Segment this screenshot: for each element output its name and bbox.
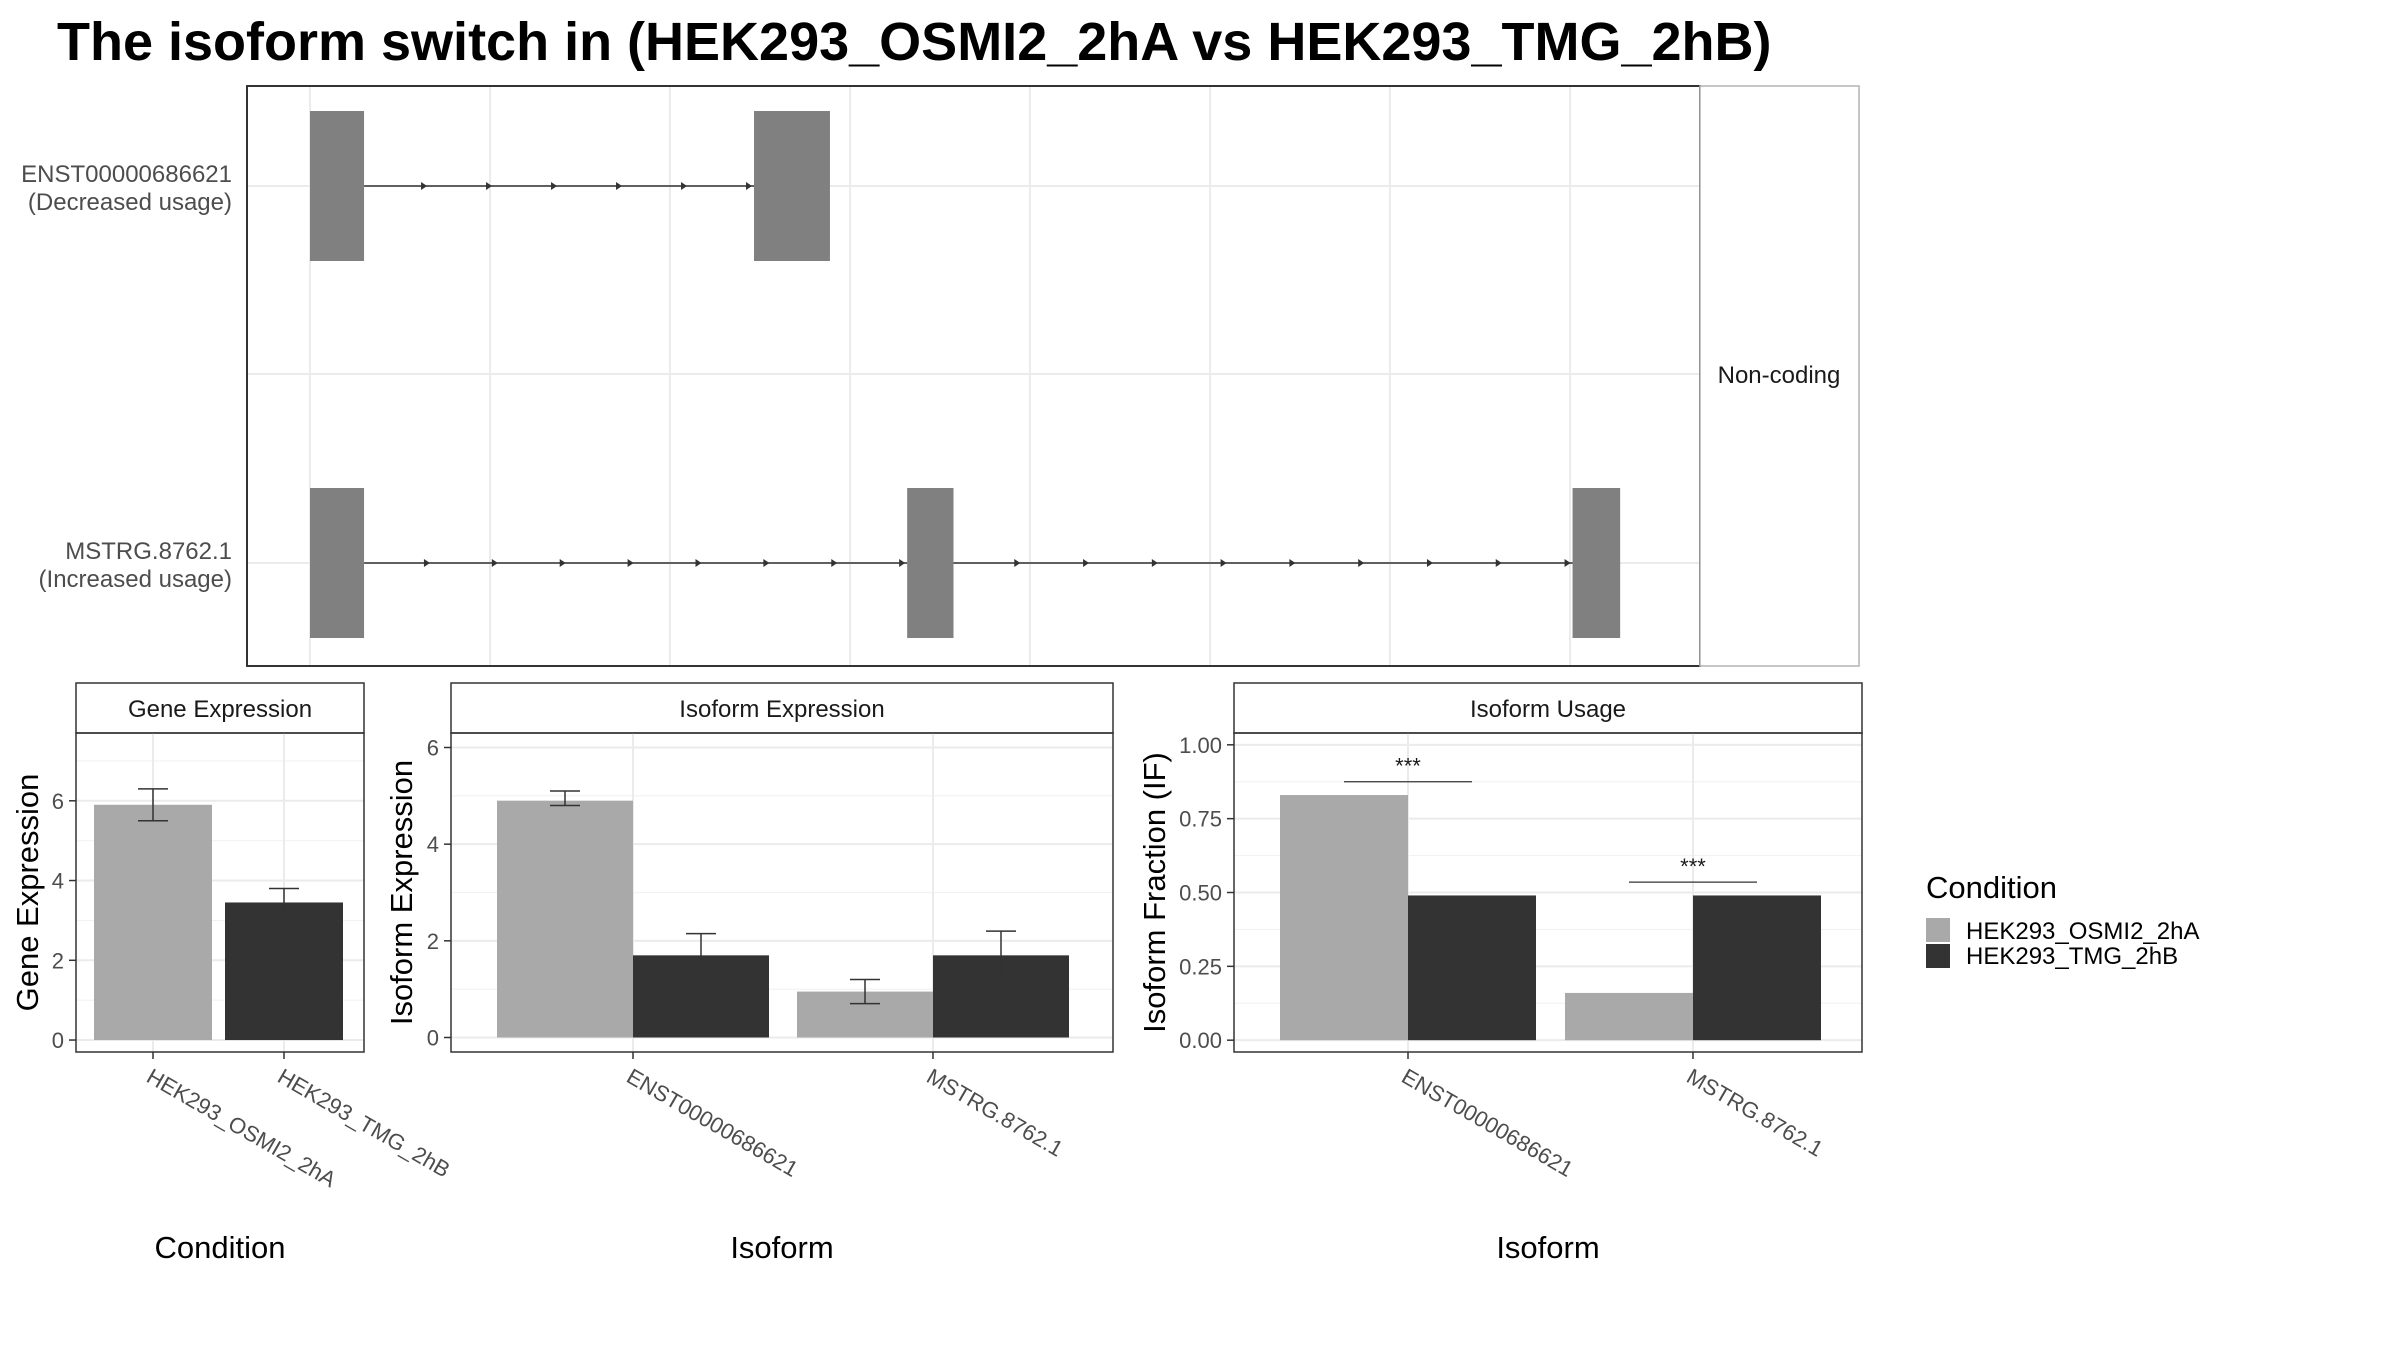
- legend-title: Condition: [1926, 870, 2057, 905]
- intron-direction-arrow: [1426, 559, 1433, 567]
- figure-title: The isoform switch in (HEK293_OSMI2_2hA …: [57, 12, 1771, 72]
- panel-title: Isoform Usage: [1470, 696, 1626, 723]
- y-tick-label: 6: [52, 789, 64, 814]
- legend-swatch: [1926, 944, 1950, 968]
- legend-label: HEK293_TMG_2hB: [1966, 943, 2178, 970]
- panel-strip: [1233, 682, 1863, 734]
- intron-direction-arrow: [627, 559, 634, 567]
- legend: Condition HEK293_OSMI2_2hA HEK293_TMG_2h…: [1926, 870, 2199, 970]
- exon-block: [754, 111, 830, 261]
- bar: [94, 804, 212, 1041]
- bar: [497, 800, 633, 1038]
- transcript-usage-label: (Increased usage): [39, 566, 232, 593]
- panel-border: [75, 732, 365, 1053]
- structure-panel-background: [247, 86, 1700, 666]
- y-tick-label: 4: [52, 869, 64, 894]
- transcript-structure-panel: Non-coding ENST00000686621 (Decreased us…: [21, 85, 1860, 667]
- panel-title: Isoform Expression: [679, 696, 884, 723]
- intron-direction-arrow: [1220, 559, 1227, 567]
- exon-block: [310, 488, 365, 638]
- y-axis-title: Gene Expression: [10, 774, 45, 1012]
- transcript-name-label: ENST00000686621: [21, 161, 232, 188]
- bar-panel: Isoform Expression 0 2 4 6 ENST00000686621 MST…: [384, 682, 1114, 1265]
- intron-direction-arrow: [899, 559, 906, 567]
- intron-direction-arrow: [746, 182, 753, 190]
- x-tick-label: MSTRG.8762.1: [1683, 1064, 1828, 1162]
- intron-direction-arrow: [1358, 559, 1365, 567]
- bar: [1693, 895, 1821, 1041]
- y-tick-label: 4: [427, 832, 439, 857]
- structure-facet-strip: [1699, 85, 1860, 667]
- y-tick-label: 2: [52, 948, 64, 973]
- intron-direction-arrow: [1495, 559, 1502, 567]
- intron-direction-arrow: [423, 559, 430, 567]
- legend-label: HEK293_OSMI2_2hA: [1966, 918, 2199, 945]
- transcript-usage-label: (Decreased usage): [28, 189, 232, 216]
- x-tick-label: ENST00000686621: [1398, 1064, 1578, 1182]
- bar-panel: Isoform Usage *** *** 0.00 0.25 0.50 0.75 1.00 E…: [1137, 682, 1863, 1265]
- y-tick-label: 0.75: [1179, 807, 1222, 832]
- y-tick-label: 2: [427, 929, 439, 954]
- y-tick-label: 6: [427, 736, 439, 761]
- intron-direction-arrow: [1289, 559, 1296, 567]
- significance-label: ***: [1680, 854, 1706, 879]
- intron-direction-arrow: [831, 559, 838, 567]
- exon-block: [907, 488, 954, 638]
- intron-direction-arrow: [486, 182, 493, 190]
- intron-direction-arrow: [1564, 559, 1571, 567]
- y-tick-label: 1.00: [1179, 733, 1222, 758]
- intron-direction-arrow: [559, 559, 566, 567]
- panel-title: Gene Expression: [128, 696, 312, 723]
- x-axis-title: Isoform: [730, 1230, 833, 1265]
- x-tick-label: ENST00000686621: [623, 1064, 803, 1182]
- intron-direction-arrow: [681, 182, 688, 190]
- y-tick-label: 0: [427, 1026, 439, 1051]
- structure-facet-label: Non-coding: [1718, 362, 1841, 389]
- x-tick-label: MSTRG.8762.1: [923, 1064, 1068, 1162]
- bar: [225, 902, 343, 1041]
- x-axis-title: Isoform: [1496, 1230, 1599, 1265]
- intron-direction-arrow: [491, 559, 498, 567]
- transcript-name-label: MSTRG.8762.1: [65, 538, 232, 565]
- structure-transcript-tracks: [310, 111, 1621, 638]
- bar: [1565, 992, 1693, 1041]
- intron-direction-arrow: [1083, 559, 1090, 567]
- intron-direction-arrow: [551, 182, 558, 190]
- intron-direction-arrow: [1014, 559, 1021, 567]
- intron-direction-arrow: [616, 182, 623, 190]
- panel-border: [450, 732, 1114, 1053]
- legend-swatch: [1926, 918, 1950, 942]
- y-tick-label: 0.25: [1179, 954, 1222, 979]
- y-axis-title: Isoform Fraction (IF): [1137, 752, 1172, 1033]
- bar-panels: Gene Expression0246HEK293_OSMI2_2hAHEK29…: [10, 682, 1863, 1265]
- y-tick-label: 0.50: [1179, 881, 1222, 906]
- y-axis-title: Isoform Expression: [384, 760, 419, 1025]
- bar: [1408, 895, 1536, 1041]
- exon-block: [310, 111, 365, 261]
- significance-label: ***: [1395, 754, 1421, 779]
- intron-direction-arrow: [1151, 559, 1158, 567]
- y-tick-label: 0: [52, 1028, 64, 1053]
- intron-direction-arrow: [695, 559, 702, 567]
- intron-direction-arrow: [763, 559, 770, 567]
- exon-block: [1572, 488, 1621, 638]
- bar: [1280, 795, 1408, 1041]
- intron-direction-arrow: [421, 182, 428, 190]
- x-axis-title: Condition: [155, 1230, 286, 1265]
- y-tick-label: 0.00: [1179, 1028, 1222, 1053]
